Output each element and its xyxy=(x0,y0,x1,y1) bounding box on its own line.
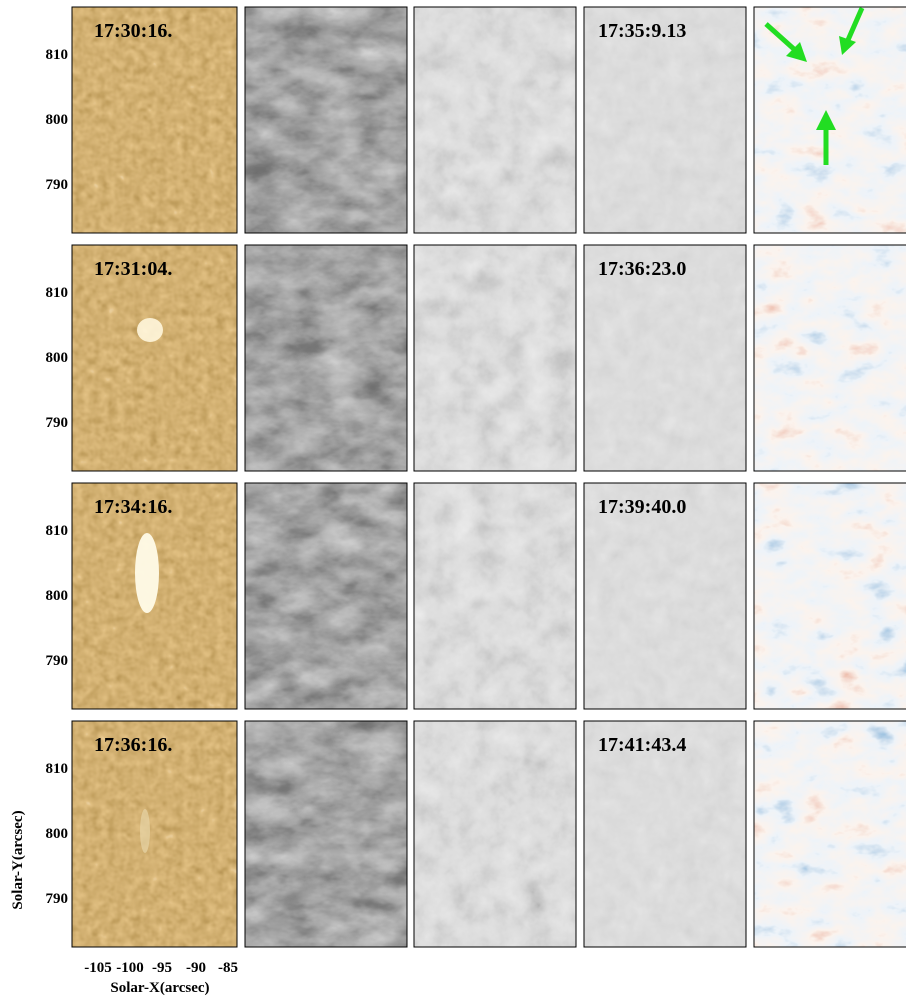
image-panel xyxy=(414,721,576,947)
timestamp: 17:30:16. xyxy=(94,20,172,42)
timestamp: 17:35:9.13 xyxy=(598,20,686,42)
x-tick-label: -105 xyxy=(84,960,112,976)
timestamp: 17:36:16. xyxy=(94,734,172,756)
y-tick-label: 800 xyxy=(46,112,69,128)
y-tick-label: 800 xyxy=(46,350,69,366)
timestamp: 17:34:16. xyxy=(94,496,172,518)
y-axis-label: Solar-Y(arcsec) xyxy=(10,810,26,909)
figure: 17:30:16. 17:35:9.13 810 800 790 17:31:04. 17:… xyxy=(0,0,906,1003)
image-panel xyxy=(754,721,906,947)
panels: 17:30:16. 17:35:9.13 810 800 790 17:31:04. 17:… xyxy=(46,7,906,976)
image-panel xyxy=(754,245,906,471)
image-panel xyxy=(754,483,906,709)
x-tick-label: -85 xyxy=(218,960,238,976)
brightening xyxy=(137,318,163,342)
x-tick-label: -95 xyxy=(152,960,172,976)
image-panel xyxy=(245,245,407,471)
y-tick-label: 810 xyxy=(46,523,69,539)
timestamp: 17:31:04. xyxy=(94,258,172,280)
image-panel xyxy=(414,245,576,471)
y-tick-label: 810 xyxy=(46,47,69,63)
y-tick-label: 800 xyxy=(46,826,69,842)
image-panel xyxy=(245,721,407,947)
image-panel xyxy=(245,483,407,709)
x-axis-label: Solar-X(arcsec) xyxy=(110,980,209,996)
y-tick-label: 810 xyxy=(46,761,69,777)
brightening xyxy=(140,809,150,853)
image-panel xyxy=(414,7,576,233)
image-panel xyxy=(414,483,576,709)
image-panel xyxy=(245,7,407,233)
timestamp: 17:36:23.0 xyxy=(598,258,686,280)
timestamp: 17:41:43.4 xyxy=(598,734,686,756)
x-tick-label: -90 xyxy=(186,960,206,976)
x-tick-label: -100 xyxy=(116,960,144,976)
y-tick-label: 790 xyxy=(46,891,69,907)
y-tick-label: 790 xyxy=(46,653,69,669)
y-tick-label: 790 xyxy=(46,415,69,431)
brightening xyxy=(135,533,159,613)
y-tick-label: 810 xyxy=(46,285,69,301)
y-tick-label: 790 xyxy=(46,177,69,193)
timestamp: 17:39:40.0 xyxy=(598,496,686,518)
y-tick-label: 800 xyxy=(46,588,69,604)
